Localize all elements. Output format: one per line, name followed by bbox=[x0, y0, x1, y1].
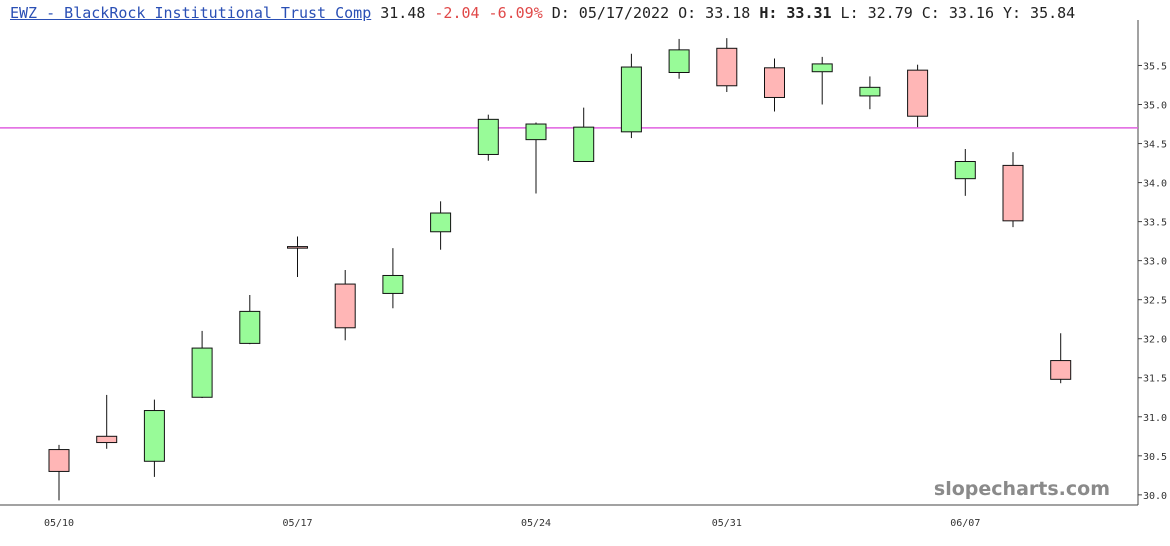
candle-body-up bbox=[478, 119, 498, 154]
candle-body-down bbox=[717, 48, 737, 85]
y-tick-label: 34.5 bbox=[1143, 140, 1167, 151]
x-tick-label: 05/24 bbox=[521, 518, 551, 529]
candle-body-down bbox=[1051, 361, 1071, 380]
x-tick-label: 05/10 bbox=[44, 518, 74, 529]
candle-body-up bbox=[431, 213, 451, 232]
y-tick-label: 30.0 bbox=[1143, 491, 1167, 502]
y-tick-label: 35.0 bbox=[1143, 101, 1167, 112]
candle-body-up bbox=[383, 275, 403, 293]
y-tick-label: 31.5 bbox=[1143, 374, 1167, 385]
y-tick-label: 35.5 bbox=[1143, 61, 1167, 72]
candle-body-up bbox=[144, 411, 164, 462]
candle-body-down bbox=[288, 247, 308, 249]
candle-body-up bbox=[860, 87, 880, 96]
candle-body-up bbox=[192, 348, 212, 397]
candle-body-down bbox=[908, 70, 928, 116]
x-tick-label: 06/07 bbox=[950, 518, 980, 529]
candle-body-up bbox=[621, 67, 641, 132]
candle-body-down bbox=[765, 68, 785, 98]
y-tick-label: 30.5 bbox=[1143, 452, 1167, 463]
candle-body-down bbox=[49, 450, 69, 472]
y-tick-label: 33.0 bbox=[1143, 257, 1167, 268]
y-tick-label: 34.0 bbox=[1143, 179, 1167, 190]
y-tick-label: 32.5 bbox=[1143, 296, 1167, 307]
candle-body-up bbox=[574, 127, 594, 161]
watermark: slopecharts.com bbox=[934, 478, 1110, 500]
y-tick-label: 32.0 bbox=[1143, 335, 1167, 346]
candle-body-down bbox=[97, 436, 117, 442]
candle-body-up bbox=[240, 311, 260, 343]
x-tick-label: 05/31 bbox=[712, 518, 742, 529]
candle-body-up bbox=[955, 161, 975, 178]
y-tick-label: 33.5 bbox=[1143, 218, 1167, 229]
candle-body-down bbox=[335, 284, 355, 328]
candle-body-down bbox=[1003, 165, 1023, 220]
candle-body-up bbox=[526, 124, 546, 140]
x-tick-label: 05/17 bbox=[282, 518, 312, 529]
y-tick-label: 31.0 bbox=[1143, 413, 1167, 424]
candle-body-up bbox=[669, 50, 689, 73]
candle-body-up bbox=[812, 64, 832, 72]
